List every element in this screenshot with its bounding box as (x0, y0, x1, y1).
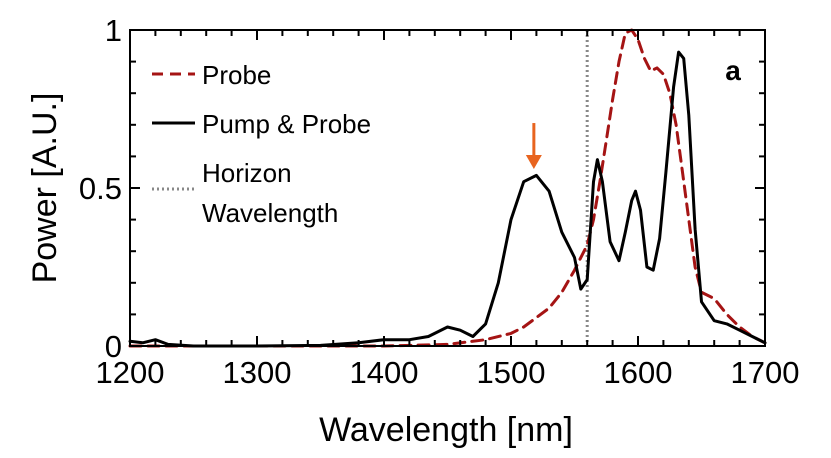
series-layer (128, 28, 767, 348)
x-tick-label: 1400 (350, 355, 419, 390)
series-line-pump-probe (128, 50, 767, 348)
series-line-probe (128, 28, 767, 348)
legend-pump-probe-label: Pump & Probe (202, 109, 371, 139)
x-tick-label: 1600 (604, 355, 673, 390)
y-axis-title: Power [A.U.] (26, 93, 64, 284)
x-tick-label: 1200 (96, 355, 165, 390)
x-tick-label: 1300 (223, 355, 292, 390)
y-tick-label: 0.5 (79, 171, 122, 206)
x-axis-title: Wavelength [nm] (319, 411, 573, 449)
legend-probe-label: Probe (202, 60, 271, 90)
y-tick-label: 1 (105, 13, 122, 48)
x-tick-label: 1500 (477, 355, 546, 390)
x-tick-label: 1700 (731, 355, 800, 390)
legend-horizon-label-line-1: Horizon (202, 158, 292, 188)
y-tick-label: 0 (105, 329, 122, 364)
annotation-layer (525, 123, 542, 170)
annotation-arrow (525, 123, 542, 170)
legend: Probe Pump & Probe Horizon Wavelength (152, 60, 371, 228)
legend-horizon-label-line-2: Wavelength (202, 198, 338, 228)
axes-layer: 1200 1300 1400 1500 1600 1700 0 0.5 1 (79, 13, 800, 390)
panel-label: a (725, 55, 741, 86)
